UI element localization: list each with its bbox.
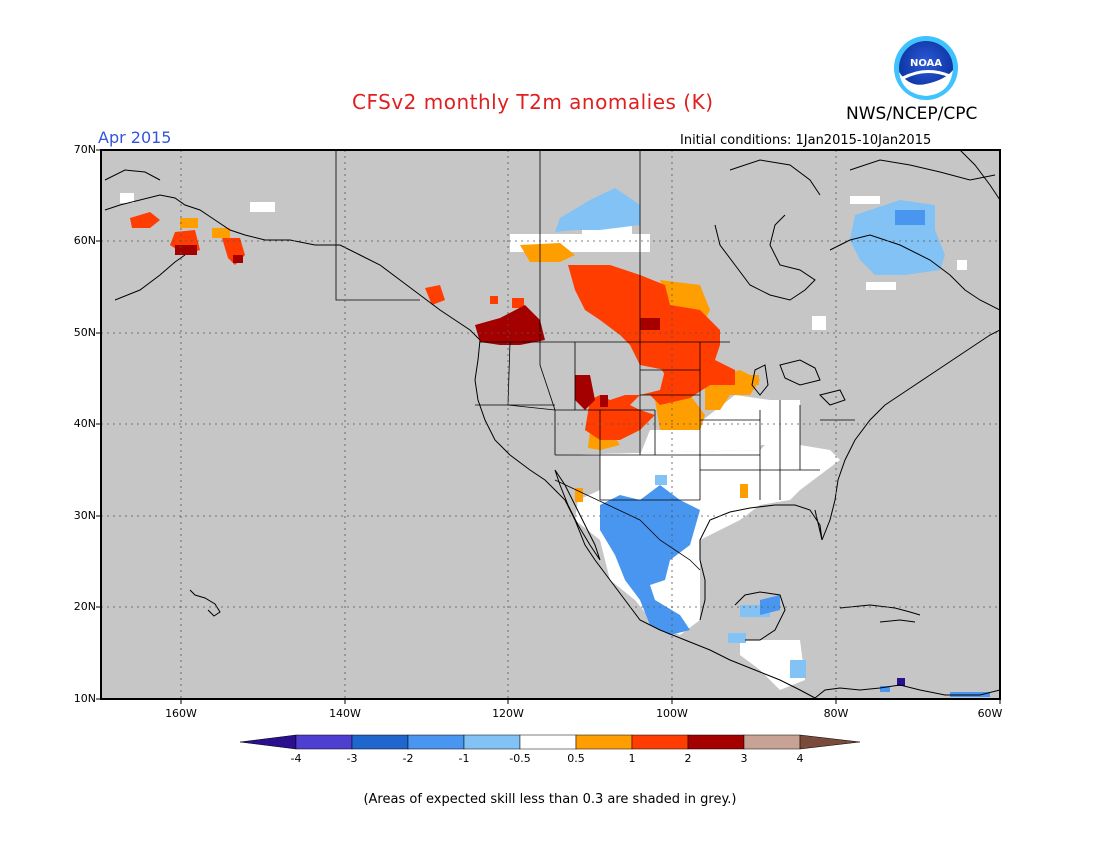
colorbar-label: 2 <box>684 752 692 765</box>
colorbar-label: 4 <box>796 752 804 765</box>
lat-label-10n: 10N <box>73 692 96 705</box>
colorbar-label: -0.5 <box>509 752 531 765</box>
colorbar-low-arrow <box>239 734 297 750</box>
lon-label-100w: 100W <box>656 707 688 720</box>
lat-label-20n: 20N <box>73 600 96 613</box>
colorbar-label: 1 <box>628 752 636 765</box>
lon-label-140w: 140W <box>329 707 361 720</box>
lat-label-50n: 50N <box>73 326 96 339</box>
colorbar-label: -1 <box>458 752 470 765</box>
colorbar-label: 3 <box>740 752 748 765</box>
logo-text: NOAA <box>910 58 942 69</box>
map-title: CFSv2 monthly T2m anomalies (K) <box>352 90 714 114</box>
organization-label: NWS/NCEP/CPC <box>846 104 978 124</box>
colorbar-swatch <box>463 734 521 750</box>
coastlines <box>104 150 1000 699</box>
initial-conditions: Initial conditions: 1Jan2015-10Jan2015 <box>680 133 932 148</box>
colorbar-label: 0.5 <box>567 752 585 765</box>
colorbar-swatch <box>519 734 577 750</box>
colorbar-swatch <box>631 734 689 750</box>
lon-label-120w: 120W <box>492 707 524 720</box>
mid-blue-region <box>600 210 925 635</box>
colorbar-swatch <box>687 734 745 750</box>
deep-blue-region <box>897 678 905 686</box>
colorbar-label: -2 <box>402 752 414 765</box>
colorbar-swatch <box>351 734 409 750</box>
colorbar-swatch <box>407 734 465 750</box>
lon-label-60w: 60W <box>977 707 1003 720</box>
colorbar-label: -4 <box>290 752 302 765</box>
colorbar <box>239 734 861 750</box>
colorbar-label: -3 <box>346 752 358 765</box>
axis-ticks <box>96 149 1001 704</box>
lat-label-60n: 60N <box>73 234 96 247</box>
colorbar-swatch <box>743 734 801 750</box>
lat-label-30n: 30N <box>73 509 96 522</box>
graticule <box>101 150 1000 699</box>
colorbar-high-arrow <box>799 734 861 750</box>
noaa-logo: NOAA <box>894 36 958 100</box>
lon-label-160w: 160W <box>165 707 197 720</box>
political-boundaries <box>335 150 855 571</box>
colorbar-swatch <box>295 734 353 750</box>
lon-label-80w: 80W <box>823 707 849 720</box>
dark-red-region <box>175 245 660 410</box>
lat-label-70n: 70N <box>73 143 96 156</box>
colorbar-swatch <box>575 734 633 750</box>
forecast-period: Apr 2015 <box>98 128 172 147</box>
lat-label-40n: 40N <box>73 417 96 430</box>
skill-note: (Areas of expected skill less than 0.3 a… <box>363 792 737 807</box>
